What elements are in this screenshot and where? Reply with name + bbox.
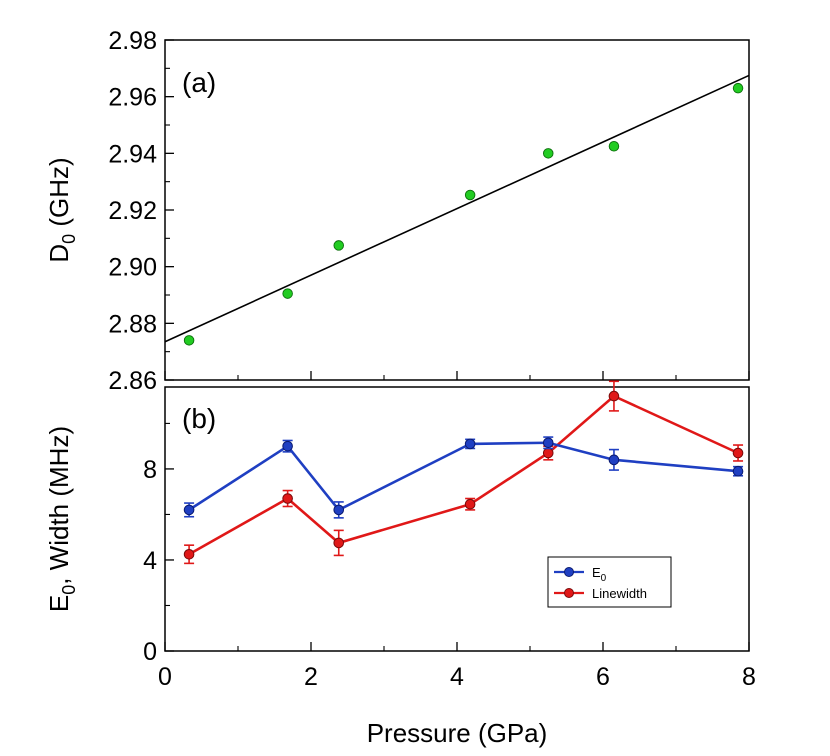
data-point	[333, 240, 344, 251]
panel-a-y-tick-label: 2.92	[108, 197, 157, 225]
series-line	[188, 441, 739, 512]
x-tick-label: 2	[304, 663, 318, 691]
data-point	[608, 140, 620, 152]
panel-b-label: (b)	[182, 403, 216, 434]
x-axis-title: Pressure (GPa)	[367, 718, 548, 748]
panel-a-y-tick-label: 2.98	[108, 27, 157, 55]
panel-b-y-ticks: 0 4 8	[143, 422, 174, 666]
legend-e0-marker	[564, 567, 574, 577]
series-linewidth	[183, 380, 744, 565]
legend-e0-label: E0	[592, 565, 607, 584]
data-point	[608, 454, 620, 466]
data-point	[542, 437, 554, 449]
panel-a-y-tick-label: 2.86	[108, 367, 157, 395]
panel-a-y-tick-label: 2.88	[108, 310, 157, 338]
panel-a-y-tick-label: 2.96	[108, 84, 157, 112]
data-point	[608, 390, 620, 402]
panel-b-series	[183, 380, 744, 565]
series-line	[188, 394, 739, 556]
panel-b: 0 4 8 0 2 4 6 8 (b) E0, Width (MHz) Pressure (…	[44, 371, 756, 748]
x-tick-label: 4	[450, 663, 464, 691]
x-tick-label: 8	[742, 663, 756, 691]
panel-a-y-ticks: 2.86 2.88 2.90 2.92 2.94 2.96 2.98	[108, 27, 174, 395]
x-tick-label: 0	[158, 663, 172, 691]
panel-a-y-tick-label: 2.90	[108, 254, 157, 282]
data-point	[282, 440, 293, 452]
data-point	[464, 189, 476, 201]
data-point	[543, 148, 554, 159]
data-point	[183, 335, 195, 346]
panel-a: 2.86 2.88 2.90 2.92 2.94 2.96 2.98 (a) D0 (GHz…	[44, 27, 750, 395]
data-point	[333, 504, 345, 516]
data-point	[542, 447, 554, 459]
data-point	[732, 82, 744, 94]
fit-line	[164, 74, 750, 343]
data-point	[732, 447, 744, 459]
x-tick-label: 6	[596, 663, 610, 691]
series-e0	[183, 436, 744, 519]
panel-a-y-axis-title: D0 (GHz)	[44, 157, 79, 262]
panel-a-frame	[164, 39, 750, 381]
data-point	[333, 537, 345, 549]
data-point	[183, 504, 195, 516]
data-point	[282, 493, 293, 504]
panel-b-y-tick-label: 0	[143, 638, 157, 666]
legend: E0 Linewidth	[547, 556, 672, 608]
legend-linewidth-marker	[564, 588, 574, 598]
legend-box	[547, 556, 672, 608]
panel-a-label: (a)	[182, 67, 216, 98]
legend-linewidth-label: Linewidth	[592, 586, 647, 601]
data-point	[464, 498, 476, 510]
panel-b-y-axis-title: E0, Width (MHz)	[44, 426, 79, 612]
panel-a-points	[183, 82, 744, 346]
panel-b-y-tick-label: 4	[143, 547, 157, 575]
data-point	[464, 438, 476, 450]
panel-b-y-tick-label: 8	[143, 456, 157, 484]
panel-b-x-ticks: 0 2 4 6 8	[158, 371, 756, 691]
data-point	[732, 465, 744, 477]
panel-a-y-tick-label: 2.94	[108, 140, 157, 168]
data-point	[183, 548, 195, 560]
data-point	[282, 288, 293, 299]
